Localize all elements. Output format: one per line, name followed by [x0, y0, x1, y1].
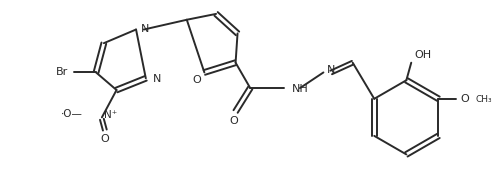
Text: O: O — [100, 134, 109, 144]
Text: N: N — [328, 66, 336, 75]
Text: O: O — [192, 75, 201, 85]
Text: NH: NH — [292, 84, 309, 94]
Text: O: O — [460, 94, 469, 104]
Text: N⁺: N⁺ — [104, 110, 117, 120]
Text: O: O — [229, 116, 238, 126]
Text: N: N — [153, 74, 161, 84]
Text: N: N — [141, 24, 149, 33]
Text: CH₃: CH₃ — [476, 95, 492, 104]
Text: OH: OH — [414, 50, 431, 60]
Text: Br: Br — [56, 68, 68, 77]
Text: ⋅O—: ⋅O— — [60, 109, 82, 119]
